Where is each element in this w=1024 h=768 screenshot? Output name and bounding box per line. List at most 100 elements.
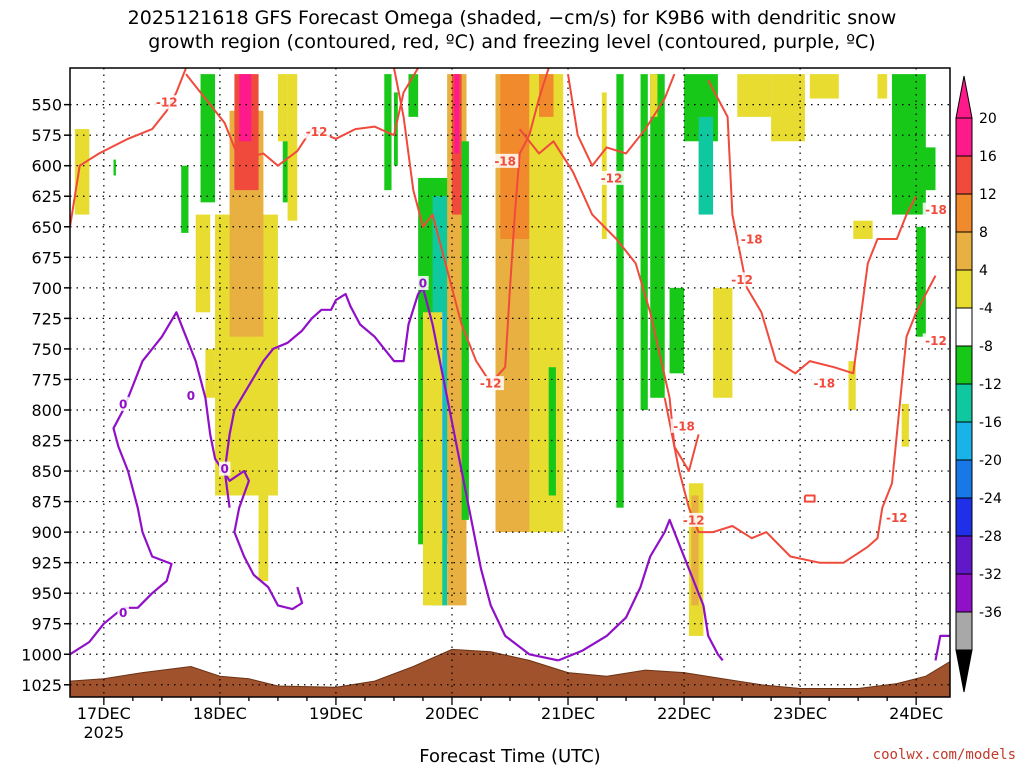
freezing-contour-1 [223,286,559,662]
omega-shade-37 [698,116,714,215]
freezing-level-contour-layer [70,286,950,662]
colorbar-bin-2 [955,193,973,233]
dendritic-label-9: -18 [813,377,835,391]
y-tick-label-600: 600 [31,157,62,176]
dendritic-contour-6 [663,275,937,564]
credit-text: coolwx.com/models [873,747,1016,763]
dendritic-label-7: -18 [673,419,695,433]
omega-shade-47 [911,147,936,191]
x-tick-label-17DEC: 17DEC [77,704,131,723]
y-tick-label-925: 925 [31,554,62,573]
x-tick-label-20DEC: 20DEC [425,704,479,723]
omega-shade-11 [277,74,288,142]
colorbar: 20 16 12 8 4 -4 -8 -12 -16 -20 -24 -28 -32 -36 [955,75,1002,693]
omega-shade-23 [454,74,460,154]
freezing-label-4: 0 [419,276,427,290]
dendritic-contour-7 [803,494,816,503]
colorbar-label-11: -28 [979,529,1002,545]
omega-shade-28 [539,74,554,117]
omega-shade-41 [737,74,772,117]
dendritic-label-11: -18 [925,203,947,217]
colorbar-label-7: -12 [979,377,1002,393]
omega-shade-4 [195,214,211,313]
y-tick-label-775: 775 [31,370,62,389]
dendritic-label-bg-7 [670,418,698,433]
y-tick-label-725: 725 [31,309,62,328]
omega-shade-44 [853,220,873,239]
y-axis: 550 575 600 625 650 675 700 725 750 775 800 825 850 8… [21,96,70,695]
colorbar-top-arrow [955,75,973,119]
colorbar-label-9: -20 [979,453,1002,469]
colorbar-label-3: 8 [979,225,988,241]
dendritic-label-3: -12 [601,171,623,185]
dendritic-label-10: -12 [886,511,908,525]
y-tick-label-675: 675 [31,248,62,267]
omega-shade-12 [282,141,290,203]
omega-shade-24 [461,141,469,520]
dendritic-label-bg-5 [728,272,756,287]
dendritic-label-bg-10 [883,510,911,525]
chart-title: 2025121618 GFS Forecast Omega (shaded, −… [128,7,897,53]
dendritic-label-1: -12 [306,125,328,139]
colorbar-bin-10 [955,497,973,537]
omega-shade-33 [650,74,665,398]
omega-shade-27 [529,74,564,533]
colorbar-bin-6 [955,345,973,385]
y-tick-label-550: 550 [31,96,62,115]
pressure-gridlines [70,68,950,697]
y-tick-label-850: 850 [31,462,62,481]
dendritic-label-bg-8 [680,512,707,527]
dendritic-label-bg-11 [922,202,950,217]
x-tick-label-19DEC: 19DEC [309,704,363,723]
freezing-contour-2 [557,518,724,662]
omega-shade-32 [640,74,648,410]
colorbar-label-10: -24 [979,491,1002,507]
colorbar-bin-0 [955,117,973,157]
dendritic-contour-5 [707,79,918,375]
colorbar-bin-11 [955,535,973,575]
colorbar-label-5: -4 [979,301,993,317]
colorbar-bin-1 [955,155,973,195]
chart-title-line-1: 2025121618 GFS Forecast Omega (shaded, −… [128,7,897,29]
omega-shade-10 [258,361,269,581]
dendritic-contour-4 [518,128,700,472]
dendritic-label-bg-4 [738,231,766,246]
colorbar-bin-12 [955,573,973,613]
dendritic-label-bg-3 [598,170,625,185]
colorbar-bin-3 [955,231,973,271]
dendritic-label-bg-2 [491,153,519,168]
colorbar-bin-9 [955,459,973,499]
dendritic-label-bg-6 [477,376,504,391]
omega-shade-48 [916,226,926,337]
dendritic-label-0: -12 [156,96,178,110]
freezing-label-bg-4 [417,275,429,290]
dendritic-label-bg-12 [922,333,950,348]
colorbar-bin-13 [955,611,973,651]
colorbar-bin-7 [955,383,973,423]
colorbar-label-6: -8 [979,339,993,355]
dendritic-label-8: -12 [683,513,705,527]
omega-shade-31 [616,74,624,508]
omega-shade-3 [200,74,216,203]
omega-shade-43 [809,74,839,99]
dendritic-label-12: -12 [925,334,947,348]
colorbar-bin-8 [955,421,973,461]
y-tick-label-650: 650 [31,218,62,237]
dendritic-label-bg-1 [303,124,330,139]
freezing-contour-0 [70,311,304,656]
colorbar-bin-4 [955,269,973,309]
omega-shade-16 [408,74,419,117]
chart-title-line-2: growth region (contoured, red, ºC) and f… [148,31,875,53]
omega-shade-49 [877,74,888,99]
y-tick-label-1000: 1000 [21,645,62,664]
omega-shade-40 [691,495,699,606]
dendritic-label-2: -18 [494,154,516,168]
x-tick-label-22DEC: 22DEC [657,704,711,723]
dendritic-label-5: -12 [731,273,753,287]
x-tick-label-21DEC: 21DEC [541,704,595,723]
freezing-label-bg-1 [185,388,197,403]
x-tick-label-18DEC: 18DEC [193,704,247,723]
y-tick-label-625: 625 [31,187,62,206]
